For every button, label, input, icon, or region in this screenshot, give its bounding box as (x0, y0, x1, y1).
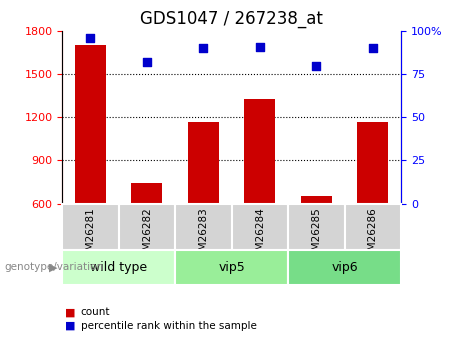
Bar (357, 122, 388, 204)
Text: ▶: ▶ (49, 263, 58, 272)
Bar (288, 250, 401, 285)
Bar (131, 184, 162, 204)
Point (313, 63, 320, 68)
Point (369, 46, 377, 51)
Text: GSM26284: GSM26284 (255, 207, 265, 264)
Text: vip6: vip6 (331, 261, 358, 274)
Text: ■: ■ (65, 321, 75, 331)
Bar (244, 99, 275, 204)
Text: GSM26283: GSM26283 (198, 207, 208, 264)
Point (200, 46, 207, 51)
Point (143, 59, 151, 65)
Bar (344, 204, 401, 250)
Bar (301, 196, 332, 204)
Bar (188, 122, 219, 204)
Point (87, 35, 94, 41)
Text: wild type: wild type (90, 261, 147, 274)
Text: GSM26282: GSM26282 (142, 207, 152, 264)
Text: vip5: vip5 (218, 261, 245, 274)
Bar (231, 204, 288, 250)
Bar (118, 204, 175, 250)
Bar (62, 204, 118, 250)
Text: count: count (81, 307, 110, 317)
Text: GSM26285: GSM26285 (311, 207, 321, 264)
Bar (62, 250, 175, 285)
Title: GDS1047 / 267238_at: GDS1047 / 267238_at (140, 10, 323, 28)
Text: percentile rank within the sample: percentile rank within the sample (81, 321, 257, 331)
Text: GSM26281: GSM26281 (85, 207, 95, 264)
Bar (288, 204, 344, 250)
Bar (175, 204, 231, 250)
Bar (175, 250, 288, 285)
Bar (75, 46, 106, 204)
Text: GSM26286: GSM26286 (368, 207, 378, 264)
Text: ■: ■ (65, 307, 75, 317)
Point (256, 44, 264, 49)
Text: genotype/variation: genotype/variation (5, 263, 104, 272)
